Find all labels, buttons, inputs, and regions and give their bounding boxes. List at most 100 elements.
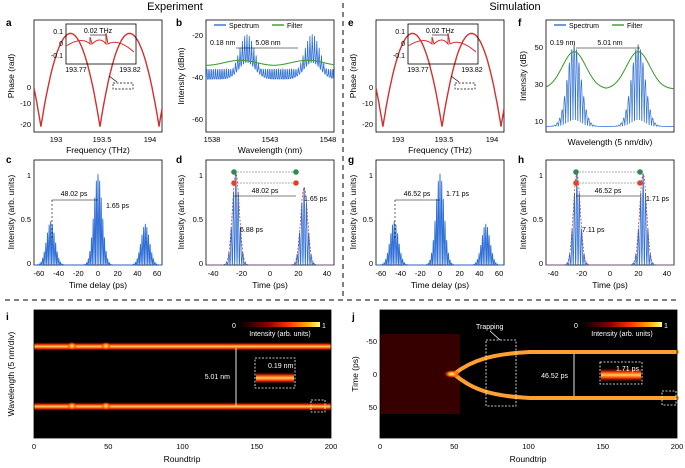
ytick-f-2: 10 xyxy=(535,117,543,126)
spot-4-i xyxy=(101,402,111,410)
autocorrelation-line-c xyxy=(34,173,162,267)
ylabel-g: Intensity (arb. units) xyxy=(348,175,358,250)
panel-label-i: i xyxy=(6,312,9,323)
ylabel-i: Wavelength (5 nm/div) xyxy=(6,331,16,416)
xlabel-a: Frequency (THz) xyxy=(66,145,130,155)
inset-ytick-a-2: -0.1 xyxy=(51,53,63,60)
xtick-b-2: 1548 xyxy=(320,135,337,144)
legend-spectrum-b: Spectrum xyxy=(229,23,259,30)
axes-g xyxy=(375,159,505,266)
molecule-node-green-2-d xyxy=(293,169,299,175)
xtick-d-0: -40 xyxy=(208,269,219,278)
molecule-node-red-1-h xyxy=(573,180,579,186)
xticks-c: -60 -40 -20 0 20 40 60 xyxy=(33,269,161,278)
collision-spot-j xyxy=(444,370,460,378)
cbar-min-i: 0 xyxy=(232,323,236,330)
trajectory-upper-j xyxy=(452,350,679,376)
xtick-c-3: 0 xyxy=(96,269,100,278)
phase-curve-e xyxy=(375,32,505,127)
xtick-e-1: 193.5 xyxy=(435,135,454,144)
zoom-source-j xyxy=(661,390,677,406)
xlabel-g: Time delay (ps) xyxy=(411,280,469,290)
ann1-i: 5.01 nm xyxy=(205,374,230,381)
xtick-e-2: 194 xyxy=(486,135,499,144)
spot-2-i xyxy=(101,342,111,350)
pulse-line-d xyxy=(206,173,334,266)
ytick-d-2: 0 xyxy=(199,259,203,268)
ytick-c-1: 0.5 xyxy=(21,215,31,224)
yticks-f: 50 30 10 xyxy=(535,43,543,126)
ylabel-b: Intensity (dBm) xyxy=(176,47,186,104)
panel-b: b Spectrum Filter 0.18 nm 5.08 nm -20 -4… xyxy=(176,18,336,155)
inset-curve-e xyxy=(407,32,477,53)
xlabel-j: Roundtrip xyxy=(510,454,547,464)
yticks-d: 1 0.5 0 xyxy=(193,171,203,268)
inset-ytick-e-1: 0 xyxy=(401,41,405,48)
panel-label-a: a xyxy=(6,18,12,29)
panel-g: g 46.52 ps 1.71 ps 1 0.5 0 -60 -40 -20 0 20 4… xyxy=(348,155,505,290)
panel-c: c 48.02 ps 1.65 ps 1 0.5 0 -60 -40 -20 0 20 4… xyxy=(6,155,163,290)
inset-ytick-a-0: 0.1 xyxy=(53,29,63,36)
xtick-j-1: 50 xyxy=(450,442,458,451)
ann2-d: 1.65 ps xyxy=(304,196,327,203)
panel-h: h 46.52 ps 1.71 ps 7.11 ps 1 0.5 0 -40 -2… xyxy=(518,155,675,290)
pulse-fit-h xyxy=(546,173,674,266)
ann1-c: 48.02 ps xyxy=(61,191,88,198)
zoom-source-i xyxy=(310,399,326,413)
inset-xtick-a-0: 193.77 xyxy=(65,67,87,74)
axes-e xyxy=(375,19,505,133)
trajectory-lower-j xyxy=(452,372,679,400)
xtick-j-2: 100 xyxy=(522,442,535,451)
cbar-i xyxy=(240,322,320,327)
ann2-i: 0.19 nm xyxy=(268,363,293,370)
ytick-a-2: -20 xyxy=(20,120,31,129)
yticks-h: 1 0.5 0 xyxy=(533,171,543,268)
panel-i: i 0 1 Intensity (arb. units) 5.01 nm 0.1… xyxy=(6,309,337,464)
molecule-node-red-2-h xyxy=(637,180,643,186)
spot-3-i xyxy=(67,402,77,410)
ann1-f: 0.19 nm xyxy=(550,40,575,47)
xtick-a-2: 194 xyxy=(144,135,157,144)
xtick-e-0: 193 xyxy=(392,135,405,144)
trap-arrow-j xyxy=(489,330,501,341)
panel-label-g: g xyxy=(348,155,354,166)
xtick-c-6: 60 xyxy=(153,269,161,278)
molecule-node-green-1-d xyxy=(231,169,237,175)
xlabel-b: Wavelength (nm) xyxy=(238,145,303,155)
ytick-a-0: 0 xyxy=(27,83,31,92)
panel-j: j 0 1 Intensity (arb. units) Trapping 46… xyxy=(350,309,683,464)
zoom-inset-fringes-i xyxy=(256,372,294,384)
ytick-h-1: 0.5 xyxy=(533,215,543,224)
ann1-g: 46.52 ps xyxy=(404,191,431,198)
xtick-i-0: 0 xyxy=(32,442,36,451)
xlabel-f: Wavelength (5 nm/div) xyxy=(568,137,653,147)
xtick-h-4: 40 xyxy=(663,269,671,278)
xticks-h: -40 -20 0 20 40 xyxy=(548,269,671,278)
xtick-a-0: 193 xyxy=(50,135,63,144)
xtick-i-1: 50 xyxy=(104,442,112,451)
cbar-j xyxy=(582,322,662,327)
inset-axes-a xyxy=(65,23,137,65)
ytick-f-0: 50 xyxy=(535,43,543,52)
inset-curve-a xyxy=(65,32,135,53)
yticks-c: 1 0.5 0 xyxy=(21,171,31,268)
molecule-node-red-1-d xyxy=(231,180,237,186)
ann2-f: 5.01 nm xyxy=(597,40,622,47)
ann2-h: 1.71 ps xyxy=(646,196,669,203)
ytick-a-1: -10 xyxy=(20,99,31,108)
xtick-a-1: 193.5 xyxy=(93,135,112,144)
yticks-g: 1 0.5 0 xyxy=(363,171,373,268)
xtick-g-2: -20 xyxy=(415,269,426,278)
axes-a xyxy=(33,19,163,133)
xtick-d-1: -20 xyxy=(236,269,247,278)
ytick-e-1: -10 xyxy=(362,99,373,108)
xtick-g-6: 60 xyxy=(495,269,503,278)
panel-label-j: j xyxy=(351,312,355,323)
xtick-c-5: 40 xyxy=(133,269,141,278)
xlabel-c: Time delay (ps) xyxy=(69,280,127,290)
inset-ytick-e-0: 0.1 xyxy=(395,29,405,36)
ylabel-e: Phase (rad) xyxy=(348,54,358,99)
cbar-label-j: Intensity (arb. units) xyxy=(591,331,652,338)
ytick-f-1: 30 xyxy=(535,80,543,89)
molecule-node-green-2-h xyxy=(637,169,643,175)
